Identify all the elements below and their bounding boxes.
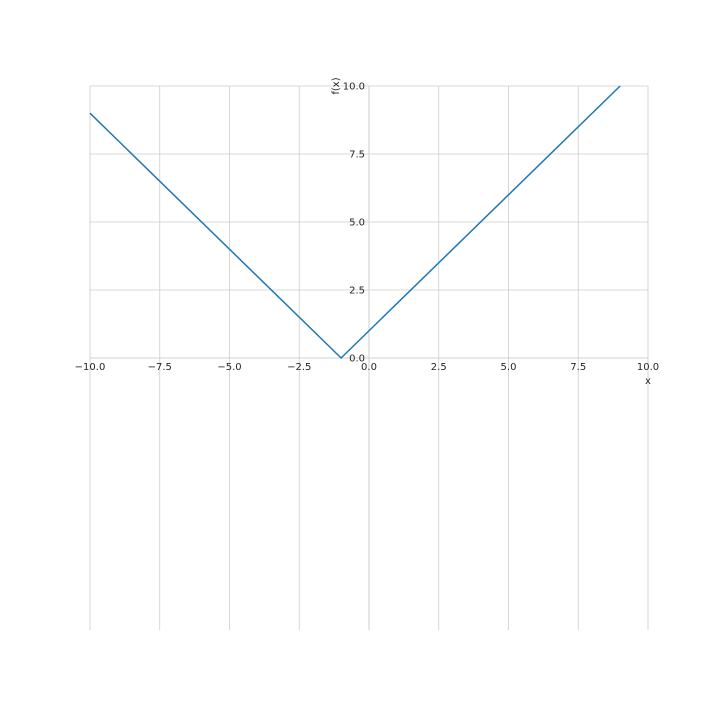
x-tick-label: −2.5 [287, 362, 311, 373]
y-tick-label: 5.0 [349, 218, 365, 229]
x-tick-label: 0.0 [361, 362, 377, 373]
y-tick-label: 10.0 [343, 82, 365, 93]
y-tick-label: 0.0 [349, 354, 365, 365]
x-tick-label: −7.5 [148, 362, 172, 373]
x-tick-label: −5.0 [217, 362, 241, 373]
x-tick-label: −10.0 [75, 362, 106, 373]
series-layer [89, 85, 621, 360]
x-axis-label: x [645, 376, 651, 387]
y-tick-label: 2.5 [349, 286, 365, 297]
x-tick-label: 2.5 [431, 362, 447, 373]
x-tick-label: 7.5 [570, 362, 586, 373]
x-tick-label: 10.0 [637, 362, 659, 373]
y-tick-label: 7.5 [349, 150, 365, 161]
axes [90, 86, 648, 630]
y-axis-label: f(x) [331, 77, 342, 94]
tick-labels: −10.0 −7.5 −5.0 −2.5 0.0 2.5 5.0 7.5 10.0 0.0 2.5 5… [75, 82, 659, 374]
series-line [89, 85, 621, 360]
x-tick-label: 5.0 [501, 362, 517, 373]
